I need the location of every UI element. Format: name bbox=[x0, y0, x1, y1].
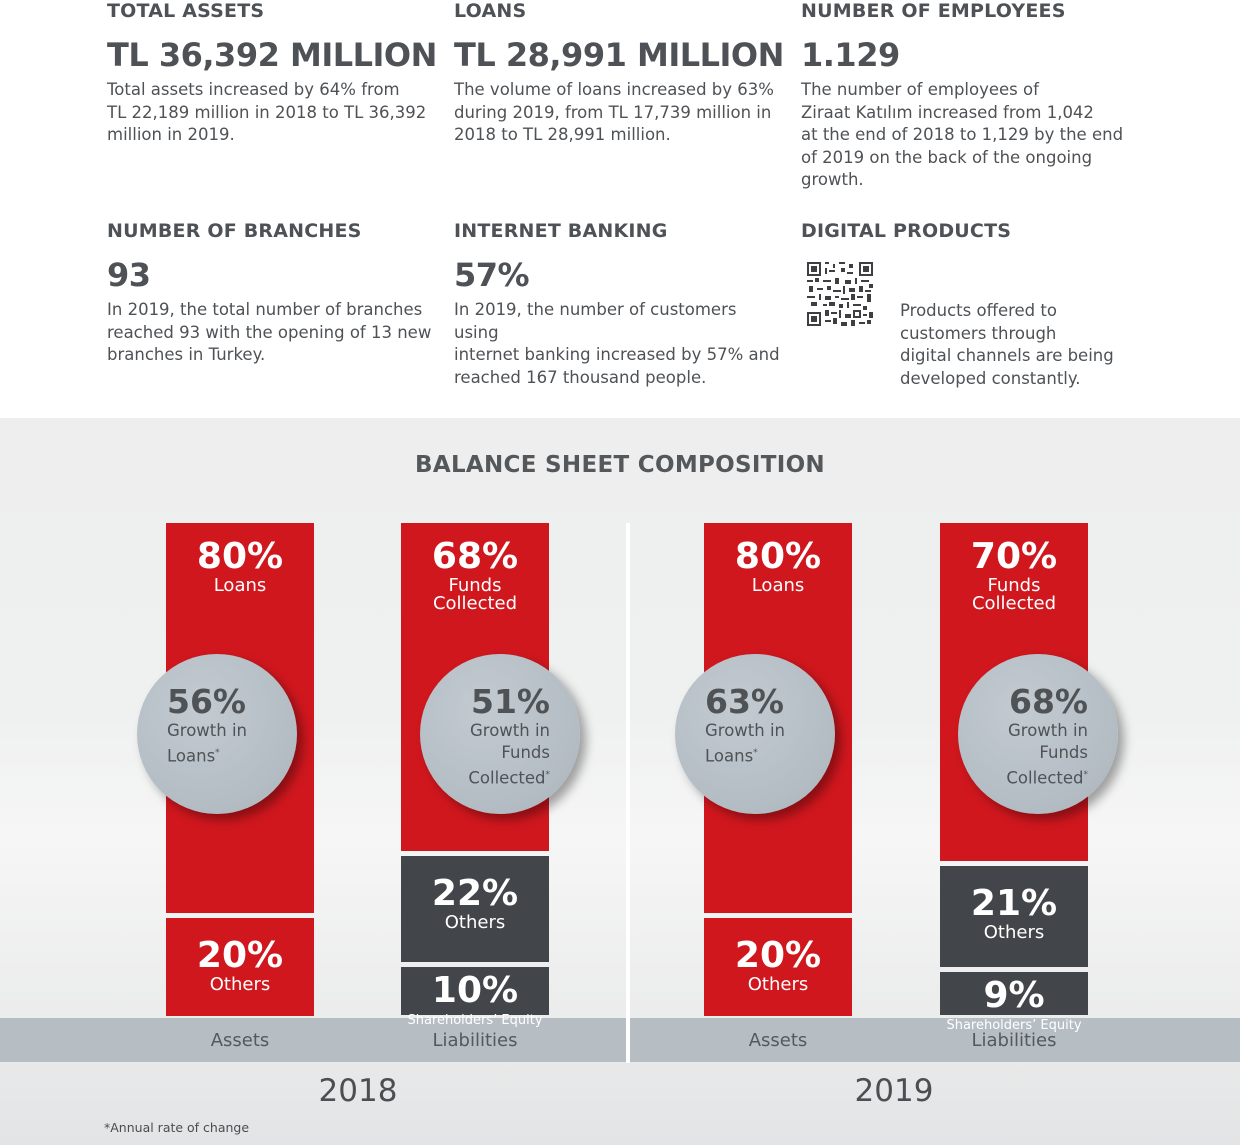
year-label: 2018 bbox=[318, 1073, 398, 1109]
segment-value: 9% bbox=[983, 975, 1045, 1016]
desc-line: Total assets increased by 64% from bbox=[107, 80, 400, 99]
desc-line: TL 22,189 million in 2018 to TL 36,392 bbox=[107, 102, 427, 122]
kpi-description: In 2019, the total number of branches re… bbox=[107, 299, 437, 367]
kpi-title: INTERNET BANKING bbox=[454, 220, 668, 242]
qr-code-icon[interactable] bbox=[807, 262, 873, 326]
desc-line: reached 93 with the opening of 13 new bbox=[107, 322, 432, 342]
segment-label: Others bbox=[209, 974, 271, 995]
desc-line: internet banking increased by 57% and bbox=[454, 345, 780, 364]
bar-segment: 21% Others bbox=[940, 866, 1088, 967]
kpi-value: TL 28,991 MILLION bbox=[454, 36, 784, 74]
kpi-description: The volume of loans increased by 63% dur… bbox=[454, 79, 784, 147]
x-axis-label: Liabilities bbox=[432, 1030, 518, 1051]
kpi-description: In 2019, the number of customers using i… bbox=[454, 299, 784, 389]
growth-value: 68% bbox=[1009, 682, 1088, 721]
footnote: *Annual rate of change bbox=[104, 1120, 250, 1135]
desc-line: developed constantly. bbox=[900, 368, 1081, 388]
segment-label: Others bbox=[983, 922, 1045, 943]
kpi-employees: NUMBER OF EMPLOYEES 1.129 The number of … bbox=[801, 0, 1131, 192]
desc-line: growth. bbox=[801, 170, 864, 189]
desc-line: branches in Turkey. bbox=[107, 345, 266, 364]
segment-value: 70% bbox=[970, 536, 1058, 577]
desc-line: digital channels are being bbox=[900, 346, 1114, 365]
segment-label: Loans bbox=[213, 575, 267, 596]
axis-band-2018 bbox=[0, 1018, 626, 1062]
desc-line: Products offered to bbox=[900, 301, 1057, 320]
kpi-digital-products: DIGITAL PRODUCTS bbox=[801, 220, 1131, 242]
segment-value: 68% bbox=[431, 536, 519, 577]
segment-label: Funds bbox=[987, 575, 1041, 596]
growth-value: 56% bbox=[167, 682, 246, 721]
desc-line: 2018 to TL 28,991 million. bbox=[454, 125, 671, 144]
kpi-value: 93 bbox=[107, 256, 151, 294]
year-label: 2019 bbox=[854, 1073, 934, 1109]
segment-value: 22% bbox=[431, 873, 519, 914]
kpi-title: LOANS bbox=[454, 0, 527, 22]
kpi-loans: LOANS TL 28,991 MILLION The volume of lo… bbox=[454, 0, 784, 147]
desc-line: million in 2019. bbox=[107, 125, 235, 144]
kpi-description: Total assets increased by 64% from TL 22… bbox=[107, 79, 437, 147]
growth-label: Growth in Funds Collected* bbox=[1006, 721, 1088, 788]
kpi-internet-banking: INTERNET BANKING 57% In 2019, the number… bbox=[454, 220, 784, 389]
desc-line: Ziraat Katılım increased from 1,042 bbox=[801, 102, 1094, 122]
segment-label: Loans bbox=[751, 575, 805, 596]
kpi-description: The number of employees of Ziraat Katılı… bbox=[801, 79, 1131, 192]
kpi-branches: NUMBER OF BRANCHES 93 In 2019, the total… bbox=[107, 220, 437, 367]
bar-segment: 9% Shareholders’ Equity bbox=[940, 972, 1088, 1033]
kpi-description: Products offered to customers through di… bbox=[900, 300, 1120, 390]
segment-value: 80% bbox=[734, 536, 822, 577]
year-divider bbox=[626, 523, 630, 1063]
segment-value: 10% bbox=[431, 970, 519, 1011]
desc-line: The volume of loans increased by 63% bbox=[454, 80, 774, 99]
growth-label: Growth in Loans* bbox=[167, 721, 248, 766]
segment-value: 21% bbox=[970, 883, 1058, 924]
growth-value: 51% bbox=[471, 682, 550, 721]
kpi-title: NUMBER OF BRANCHES bbox=[107, 220, 362, 242]
x-axis-label: Assets bbox=[210, 1030, 270, 1051]
desc-line: of 2019 on the back of the ongoing bbox=[801, 147, 1093, 167]
desc-line: In 2019, the number of customers using bbox=[454, 300, 737, 342]
segment-label: Others bbox=[747, 974, 809, 995]
growth-circle: 56% Growth in Loans* bbox=[137, 654, 297, 814]
bar-segment: 10% Shareholders’ Equity bbox=[401, 967, 549, 1028]
bar-segment: 20% Others bbox=[166, 918, 314, 1016]
kpi-value: TL 36,392 MILLION bbox=[107, 36, 437, 74]
kpi-title: TOTAL ASSETS bbox=[107, 0, 265, 22]
kpi-title: NUMBER OF EMPLOYEES bbox=[801, 0, 1066, 22]
growth-circle: 51% Growth in Funds Collected* bbox=[420, 654, 580, 814]
segment-label: Funds bbox=[448, 575, 502, 596]
growth-circle: 68% Growth in Funds Collected* bbox=[958, 654, 1118, 814]
desc-line: customers through bbox=[900, 323, 1057, 343]
bar-segment: 20% Others bbox=[704, 918, 852, 1016]
chart-title: BALANCE SHEET COMPOSITION bbox=[415, 452, 825, 478]
x-axis-label: Assets bbox=[748, 1030, 808, 1051]
segment-label: Collected bbox=[432, 593, 518, 614]
desc-line: at the end of 2018 to 1,129 by the end bbox=[801, 125, 1124, 144]
segment-value: 20% bbox=[734, 935, 822, 976]
bar-segment: 22% Others bbox=[401, 856, 549, 962]
segment-value: 20% bbox=[196, 935, 284, 976]
desc-line: during 2019, from TL 17,739 million in bbox=[454, 102, 772, 122]
segment-value: 80% bbox=[196, 536, 284, 577]
growth-label: Growth in Funds Collected* bbox=[468, 721, 550, 788]
kpi-total-assets: TOTAL ASSETS TL 36,392 MILLION Total ass… bbox=[107, 0, 437, 147]
kpi-value: 1.129 bbox=[801, 36, 900, 74]
kpi-value: 57% bbox=[454, 256, 530, 294]
segment-label: Shareholders’ Equity bbox=[407, 1013, 543, 1028]
segment-label: Shareholders’ Equity bbox=[946, 1018, 1082, 1033]
growth-circle: 63% Growth in Loans* bbox=[675, 654, 835, 814]
desc-line: reached 167 thousand people. bbox=[454, 367, 707, 387]
desc-line: In 2019, the total number of branches bbox=[107, 300, 423, 319]
segment-label: Collected bbox=[971, 593, 1057, 614]
segment-label: Others bbox=[444, 912, 506, 933]
growth-label: Growth in Loans* bbox=[705, 721, 786, 766]
x-axis-label: Liabilities bbox=[971, 1030, 1057, 1051]
growth-value: 63% bbox=[705, 682, 784, 721]
axis-band-2019 bbox=[630, 1018, 1240, 1062]
desc-line: The number of employees of bbox=[801, 80, 1039, 99]
kpi-title: DIGITAL PRODUCTS bbox=[801, 220, 1012, 242]
